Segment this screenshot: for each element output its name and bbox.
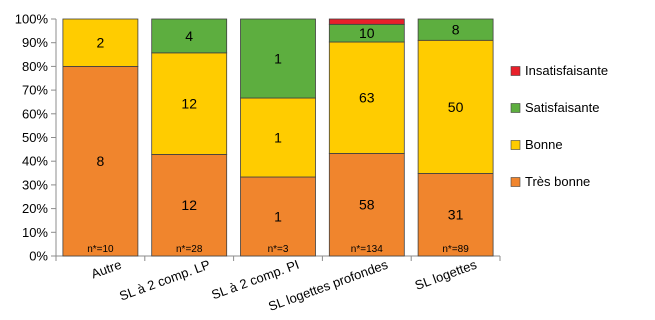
n-label: n*=10 [87,244,114,255]
legend-label: Bonne [525,137,563,152]
data-label: 12 [181,197,197,213]
bar-segment [417,39,494,174]
data-label: 8 [452,22,460,38]
bar-segment [151,18,228,54]
legend-swatch [510,140,521,150]
y-tick-label: 60% [22,106,48,121]
bar-segment [151,52,228,155]
bar-segment [328,153,405,257]
n-label: n*=3 [268,244,289,255]
n-label: n*=28 [176,244,203,255]
x-tick-label: SL logettes [413,257,479,293]
bar-segment [240,18,316,99]
bar-segment [417,18,494,41]
legend-label: Insatisfaisante [525,63,608,78]
legend-label: Très bonne [525,174,590,189]
bar-segment [62,18,139,67]
data-label: 50 [448,99,464,115]
y-tick-label: 20% [22,201,48,216]
data-label: 58 [359,197,375,213]
data-label: 8 [97,153,105,169]
data-label: 4 [185,28,193,44]
data-label: 1 [274,51,282,67]
bar-segment [151,154,228,257]
y-tick-label: 80% [22,59,48,74]
data-label: 1 [274,130,282,146]
bar-segment [240,97,316,178]
n-label: n*=134 [351,244,383,255]
y-tick-label: 30% [22,177,48,192]
bar-segment [328,18,405,25]
bar-segment [417,173,494,257]
legend-swatch [510,103,521,113]
y-tick-label: 40% [22,154,48,169]
legend-label: Satisfaisante [525,100,599,115]
n-label: n*=89 [442,244,469,255]
data-label: 31 [448,207,464,223]
x-tick-label: SL à 2 comp. LP [117,257,212,304]
y-tick-label: 100% [15,12,49,27]
data-label: 2 [97,35,105,51]
legend-swatch [510,66,521,76]
y-tick-label: 50% [22,130,48,145]
data-label: 10 [359,25,375,41]
y-tick-label: 70% [22,83,48,98]
y-tick-label: 10% [22,225,48,240]
data-label: 63 [359,90,375,106]
data-label: 12 [181,96,197,112]
bar-segment [328,41,405,154]
legend-swatch [510,177,521,187]
y-tick-label: 0% [29,249,48,264]
bar-segment [240,176,316,257]
y-tick-label: 90% [22,35,48,50]
data-label: 1 [274,209,282,225]
x-tick-label: Autre [89,257,123,282]
